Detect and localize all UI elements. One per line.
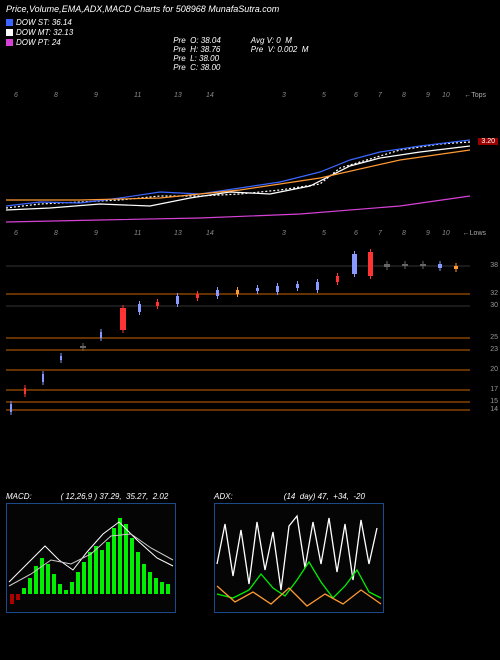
- y-axis-label: 30: [490, 302, 498, 309]
- y-axis-label: 14: [490, 406, 498, 413]
- axis-tick: 14: [206, 92, 214, 99]
- axis-tick: 3: [282, 230, 286, 237]
- axis-tick: 9: [426, 230, 430, 237]
- top-date-ticks: ←Tops 6 8 9 11 13 14 3 5 6 7 8 9 10: [6, 92, 494, 102]
- adx-canvas: [214, 503, 384, 613]
- legend-item: DOW MT: 32.13: [6, 28, 73, 37]
- ohlc-value: Pre L: 38.00: [173, 54, 221, 63]
- axis-tick: 7: [378, 230, 382, 237]
- cursor-value: 3.20: [478, 138, 498, 145]
- swatch-icon: [6, 19, 13, 26]
- axis-tick: 14: [206, 230, 214, 237]
- volume-chart: 38 32 30 25 23 20 17 1514: [0, 246, 500, 426]
- ohlc-value: Pre V: 0.002 M: [251, 45, 309, 54]
- macd-canvas: [6, 503, 176, 613]
- ohlc-value: Pre C: 38.00: [173, 63, 221, 72]
- y-axis-label: 23: [490, 346, 498, 353]
- y-axis-label: 25: [490, 334, 498, 341]
- legend-label: DOW ST: 36.14: [16, 18, 72, 27]
- legend-item: DOW PT: 24: [6, 38, 73, 47]
- tops-label: ←Tops: [462, 92, 488, 99]
- axis-tick: 6: [14, 92, 18, 99]
- macd-panel: MACD: ( 12,26,9 ) 37.29, 35.27, 2.02: [6, 492, 176, 613]
- y-axis-label: 17: [490, 386, 498, 393]
- axis-tick: 5: [322, 230, 326, 237]
- macd-title: MACD: ( 12,26,9 ) 37.29, 35.27, 2.02: [6, 492, 176, 501]
- y-axis-label: 15: [490, 398, 498, 405]
- y-axis-label: 20: [490, 366, 498, 373]
- indicator-row: MACD: ( 12,26,9 ) 37.29, 35.27, 2.02 ADX…: [0, 486, 500, 619]
- axis-tick: 9: [94, 230, 98, 237]
- y-axis-label: 32: [490, 290, 498, 297]
- adx-panel: ADX: (14 day) 47, +34, -20: [214, 492, 384, 613]
- swatch-icon: [6, 39, 13, 46]
- ohlc-value: Pre O: 38.04: [173, 36, 221, 45]
- axis-tick: 3: [282, 92, 286, 99]
- axis-tick: 8: [402, 230, 406, 237]
- y-axis-label: 38: [490, 262, 498, 269]
- axis-tick: 10: [442, 230, 450, 237]
- ohlc-block: Pre O: 38.04Pre H: 38.76Pre L: 38.00Pre …: [173, 18, 494, 90]
- lows-label: ←Lows: [461, 230, 488, 237]
- axis-tick: 8: [54, 92, 58, 99]
- legend-label: DOW MT: 32.13: [16, 28, 73, 37]
- price-chart: 3.20: [0, 110, 500, 230]
- page-title: Price,Volume,EMA,ADX,MACD Charts for 508…: [0, 0, 500, 16]
- axis-tick: 8: [402, 92, 406, 99]
- ohlc-value: Pre H: 38.76: [173, 45, 221, 54]
- axis-tick: 9: [94, 92, 98, 99]
- axis-tick: 8: [54, 230, 58, 237]
- axis-tick: 13: [174, 92, 182, 99]
- mid-date-ticks: ←Lows 6 8 9 11 13 14 3 5 6 7 8 9 10: [6, 230, 494, 240]
- axis-tick: 6: [354, 230, 358, 237]
- legend-label: DOW PT: 24: [16, 38, 61, 47]
- axis-tick: 6: [14, 230, 18, 237]
- legend: DOW ST: 36.14DOW MT: 32.13DOW PT: 24: [6, 18, 73, 90]
- ohlc-value: Avg V: 0 M: [251, 36, 309, 45]
- axis-tick: 7: [378, 92, 382, 99]
- axis-tick: 6: [354, 92, 358, 99]
- adx-title: ADX: (14 day) 47, +34, -20: [214, 492, 384, 501]
- axis-tick: 5: [322, 92, 326, 99]
- legend-item: DOW ST: 36.14: [6, 18, 73, 27]
- axis-tick: 11: [134, 230, 141, 237]
- swatch-icon: [6, 29, 13, 36]
- axis-tick: 13: [174, 230, 182, 237]
- axis-tick: 9: [426, 92, 430, 99]
- info-bar: DOW ST: 36.14DOW MT: 32.13DOW PT: 24 Pre…: [0, 16, 500, 92]
- axis-tick: 11: [134, 92, 141, 99]
- axis-tick: 10: [442, 92, 450, 99]
